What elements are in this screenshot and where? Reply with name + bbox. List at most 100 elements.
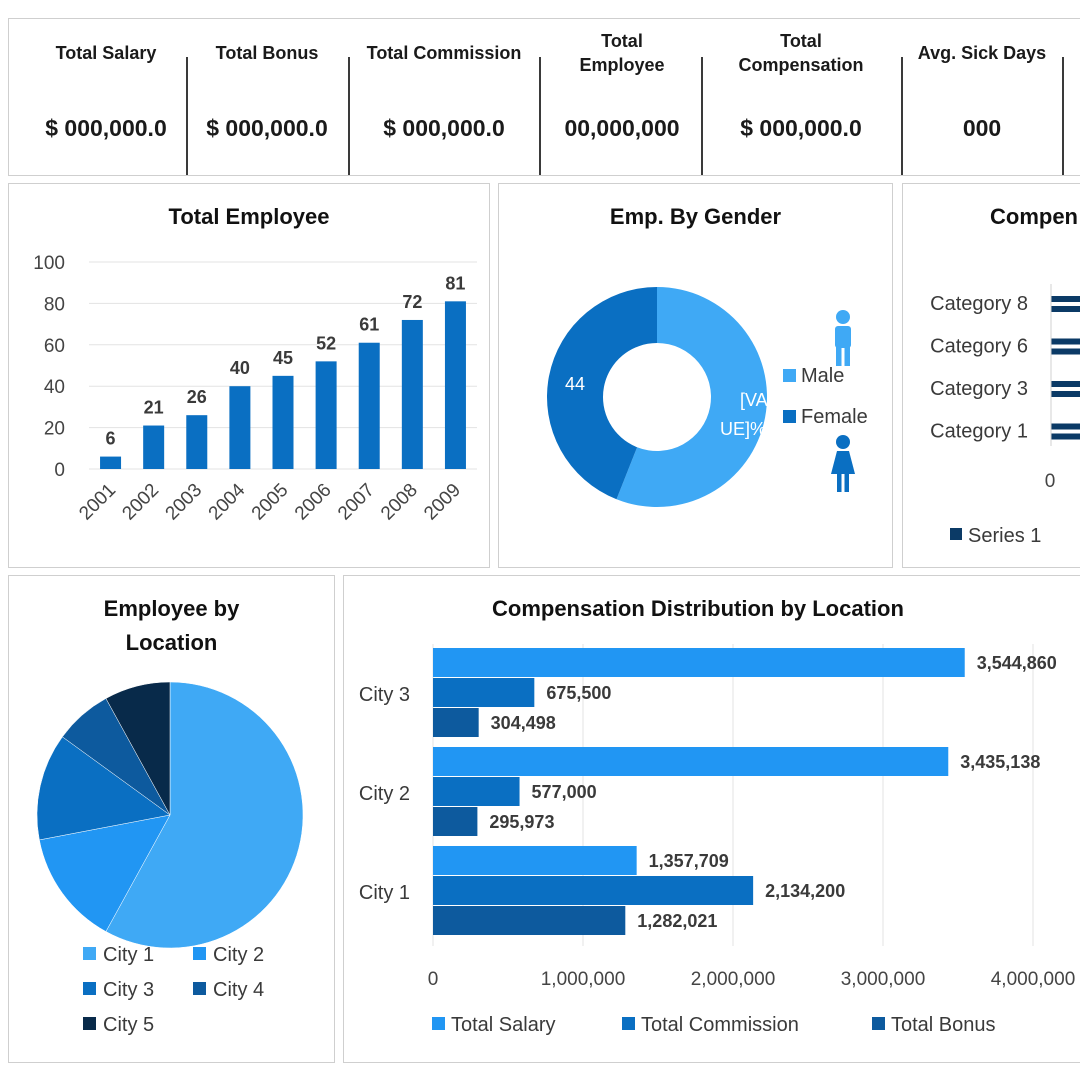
kpi-label: Total Employee (579, 31, 665, 75)
bar-total-commission-city-3 (433, 678, 535, 707)
y-tick-label: Category 8 (930, 293, 1028, 315)
data-label: 26 (187, 387, 207, 407)
legend-label: Female (801, 406, 868, 428)
data-label: 675,500 (546, 683, 611, 703)
compensation-panel: Compen Category 8 Category 6 Category 3 Cat… (902, 183, 1080, 568)
bar-category-3-a (1051, 381, 1080, 387)
bar-total-bonus-city-2 (433, 807, 478, 836)
bar-category-6-a (1051, 338, 1080, 345)
x-tick-label: 3,000,000 (841, 969, 926, 990)
y-tick-label: Category 3 (930, 378, 1028, 400)
legend-swatch (83, 982, 96, 995)
bar-2002 (143, 425, 165, 469)
kpi-label: Total Bonus (215, 43, 319, 63)
chart-title: Emp. By Gender (609, 204, 782, 229)
comp-distribution-panel: Compensation Distribution by Location 0 1… (343, 575, 1080, 1063)
bar-total-salary-city-3 (433, 648, 965, 677)
bar-2003 (186, 415, 208, 469)
legend-label: City 3 (103, 979, 154, 1001)
kpi-divider (186, 57, 188, 175)
data-label: 3,544,860 (977, 653, 1057, 673)
slice-label: 44 (565, 374, 585, 394)
bar-category-6-b (1051, 348, 1080, 355)
legend-swatch (432, 1017, 445, 1030)
bar-2008 (401, 319, 423, 469)
y-tick-label: Category 1 (930, 421, 1028, 443)
employee-location-pie: City 1 City 2 City 3 City 4 City 5 (36, 681, 304, 1036)
y-tick-label: 100 (33, 253, 65, 274)
y-tick-label: 60 (44, 336, 65, 357)
y-tick-label: City 2 (359, 783, 410, 805)
slice-city-1 (105, 681, 304, 949)
legend-swatch (783, 369, 796, 382)
kpi-label: Total Commission (366, 43, 522, 63)
x-tick-label: 0 (1045, 471, 1056, 492)
x-tick-label: 2005 (248, 480, 293, 525)
kpi-value: $ 000,000.0 (206, 115, 328, 141)
chart-title: Compen (990, 204, 1078, 229)
legend-swatch (83, 947, 96, 960)
kpi-value: 000 (962, 115, 1002, 141)
data-label: 3,435,138 (960, 752, 1040, 772)
bar-2005 (272, 375, 294, 469)
data-label: 6 (106, 429, 116, 449)
legend-swatch (872, 1017, 885, 1030)
x-tick-label: 2007 (334, 480, 379, 525)
total-employee-chart: 0 20 40 60 80 100 6 2001 21 2002 26 2003 40 2004 45 200… (33, 253, 477, 525)
kpi-value: $ 000,000.0 (383, 115, 505, 141)
bar-category-1-a (1051, 423, 1080, 430)
kpi-label: Avg. Sick Days (917, 43, 1047, 63)
legend-label: Total Bonus (891, 1014, 996, 1036)
legend-swatch (83, 1017, 96, 1030)
data-label: 1,357,709 (649, 851, 729, 871)
kpi-total-salary: Total Salary $ 000,000.0 (31, 19, 181, 175)
x-tick-label: 2008 (377, 480, 422, 525)
bar-category-3-b (1051, 391, 1080, 397)
slice-female (546, 287, 657, 500)
comp-distribution-chart: 0 1,000,000 2,000,000 3,000,000 4,000,000 Cit… (359, 644, 1075, 1036)
bar-2006 (315, 361, 337, 469)
kpi-divider (1062, 57, 1064, 175)
kpi-label: Total Compensation (738, 31, 864, 75)
slice-city-5 (105, 681, 171, 816)
kpi-divider (539, 57, 541, 175)
chart-title: Employee by Location (103, 596, 240, 655)
data-label: 1,282,021 (637, 911, 717, 931)
legend-swatch (193, 982, 206, 995)
data-label: 40 (230, 358, 250, 378)
bar-category-8-a (1051, 296, 1080, 302)
bar-total-bonus-city-1 (433, 906, 626, 935)
bar-2009 (444, 301, 466, 469)
kpi-total-commission: Total Commission $ 000,000.0 (353, 19, 535, 175)
kpi-strip: Total Salary $ 000,000.0 Total Bonus $ 0… (8, 18, 1080, 176)
legend-label: City 4 (213, 979, 264, 1001)
slice-label: UE]% (720, 419, 766, 439)
gender-panel: Emp. By Gender [VAL UE]% 44 Male Female (498, 183, 893, 568)
x-tick-label: 2,000,000 (691, 969, 776, 990)
kpi-divider (901, 57, 903, 175)
bar-total-salary-city-2 (433, 747, 949, 776)
bar-total-commission-city-2 (433, 777, 520, 806)
bar-total-salary-city-1 (433, 846, 637, 875)
x-tick-label: 2009 (420, 480, 465, 525)
data-label: 21 (144, 398, 164, 418)
bar-2004 (229, 386, 251, 469)
kpi-value: $ 000,000.0 (45, 115, 167, 141)
data-label: 81 (445, 273, 465, 293)
x-tick-label: 2004 (205, 479, 250, 524)
y-tick-label: 20 (44, 419, 65, 440)
x-tick-label: 2006 (291, 480, 336, 525)
slice-label: [VAL (740, 390, 778, 410)
gender-donut-chart: [VAL UE]% 44 Male Female (546, 287, 868, 507)
bar-category-1-b (1051, 433, 1080, 440)
bar-category-8-b (1051, 306, 1080, 312)
bar-2007 (358, 342, 380, 469)
male-person-icon (835, 310, 851, 366)
kpi-total-compensation: Total Compensation $ 000,000.0 (706, 19, 896, 175)
legend-swatch (950, 528, 962, 540)
kpi-divider (348, 57, 350, 175)
female-person-icon (831, 435, 855, 492)
slice-male (616, 287, 767, 507)
kpi-value: 00,000,000 (564, 115, 680, 141)
